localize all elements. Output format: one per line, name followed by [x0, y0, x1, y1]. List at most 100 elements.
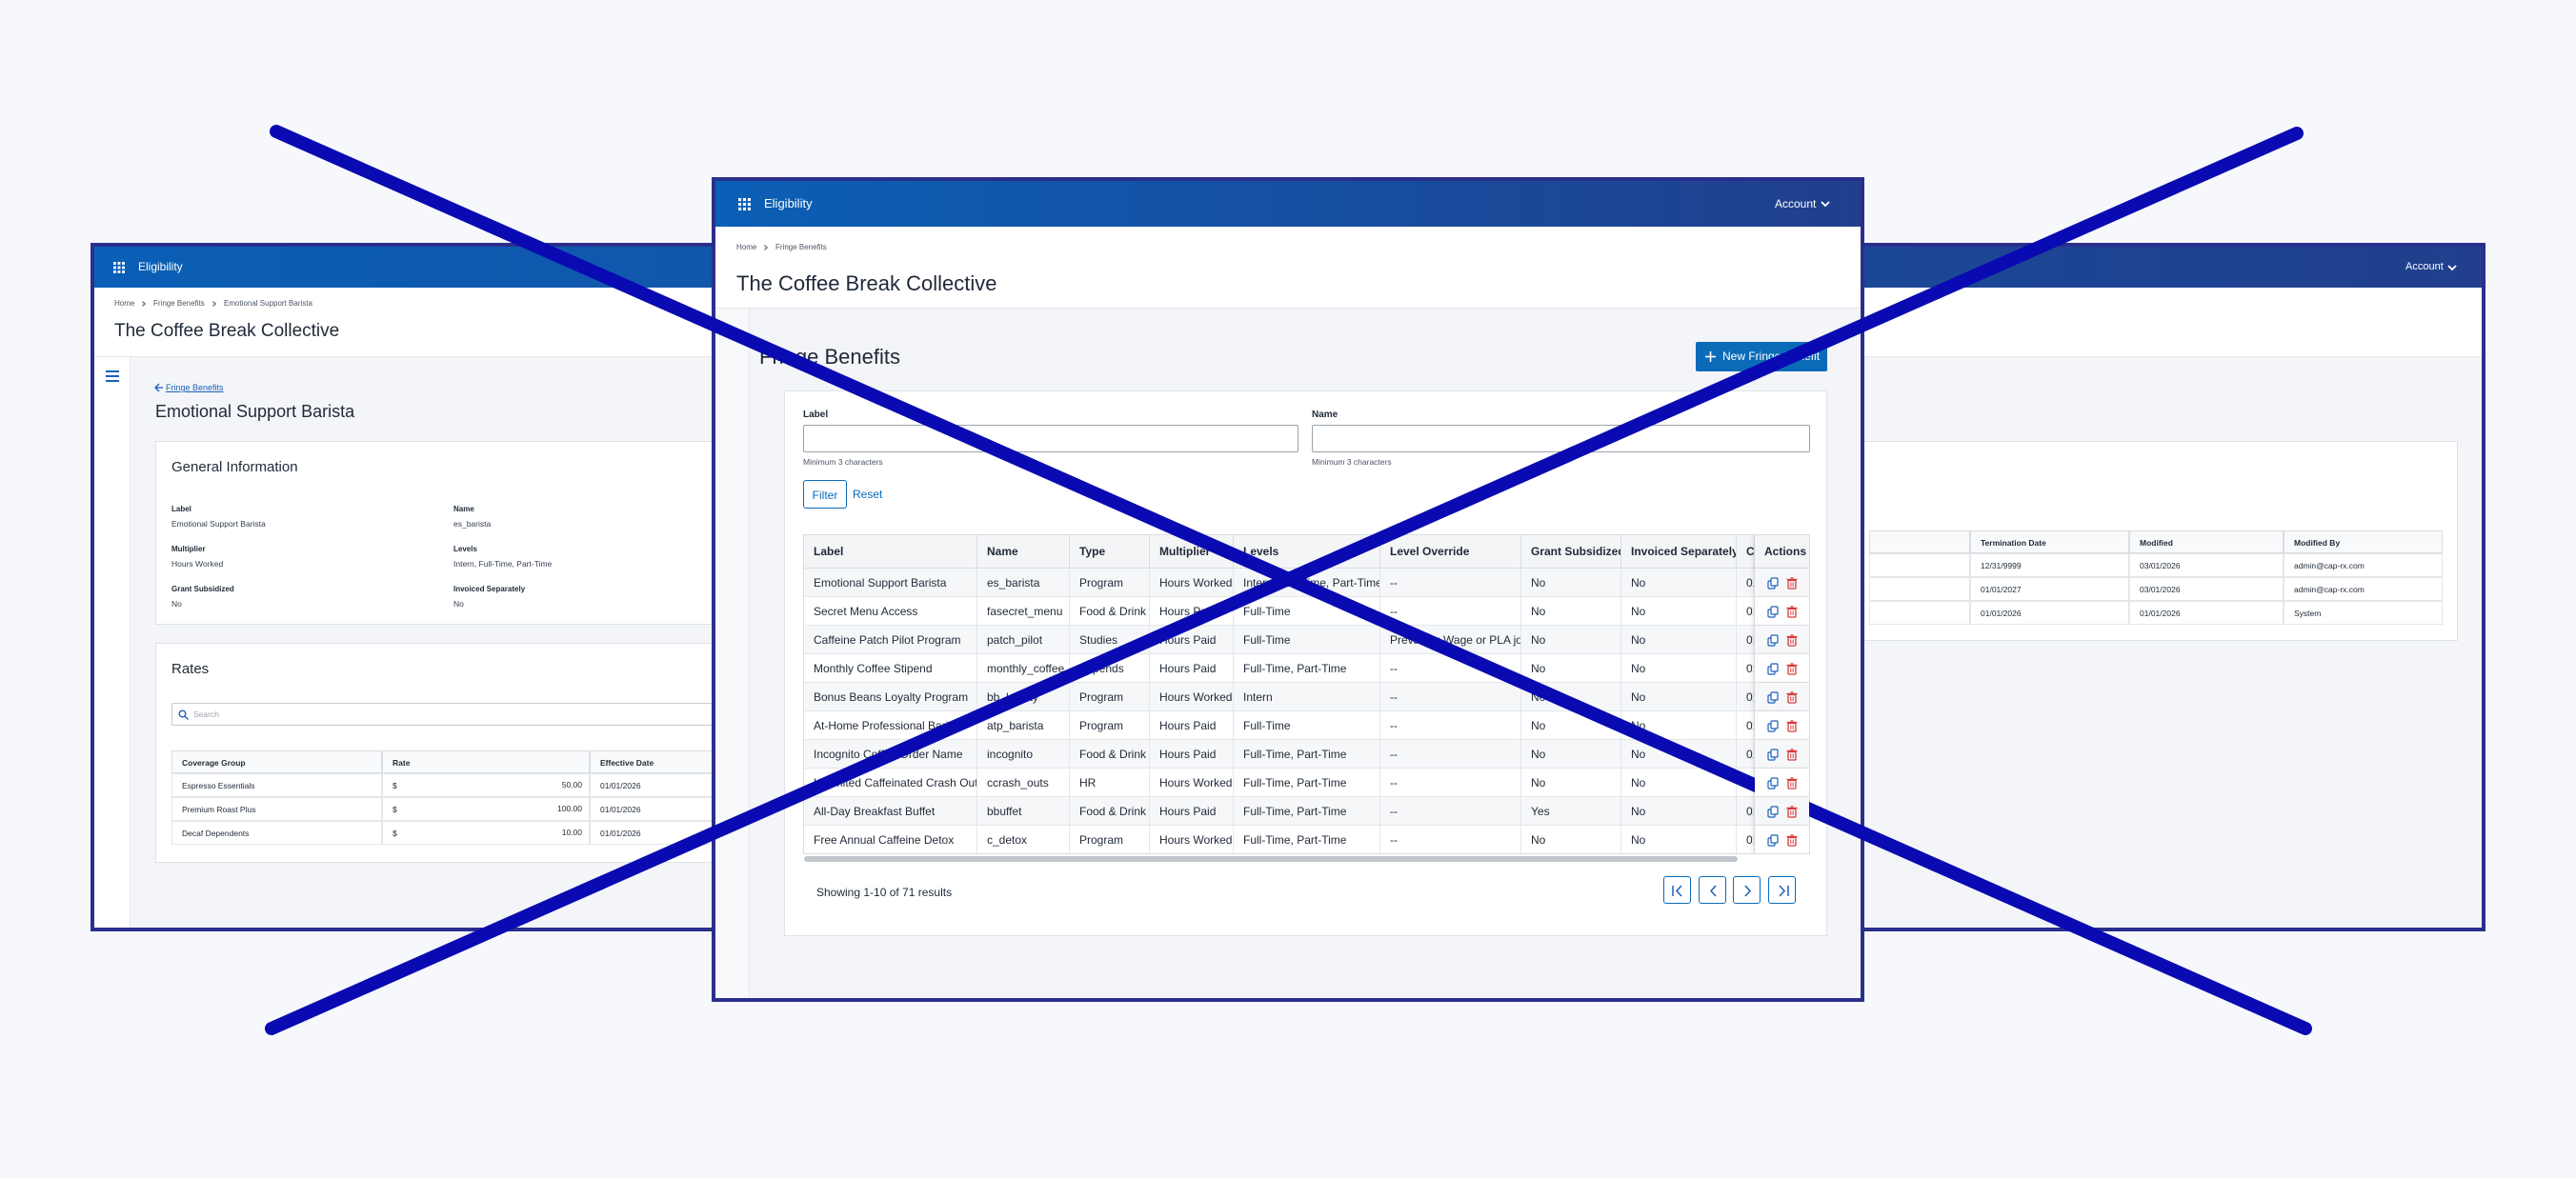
apps-icon[interactable] [113, 261, 125, 273]
breadcrumb[interactable]: Fringe Benefits [153, 299, 205, 308]
column-header: Type [1070, 535, 1150, 569]
copy-button[interactable] [1767, 606, 1779, 618]
search-placeholder: Search [193, 709, 219, 719]
table-cell: Monthly Coffee Stipend [804, 654, 977, 683]
table-cell: -- [1380, 711, 1521, 740]
table-cell: 03/01/2026 [2129, 577, 2284, 601]
menu-toggle[interactable] [106, 370, 119, 382]
breadcrumb[interactable]: Home [736, 243, 757, 251]
breadcrumb-separator-glyph [141, 301, 147, 307]
first-page[interactable] [1663, 876, 1691, 904]
copy-button[interactable] [1767, 777, 1779, 789]
delete-button[interactable] [1786, 720, 1798, 732]
delete-button[interactable] [1786, 777, 1798, 789]
field-label: Grant Subsidized [171, 585, 234, 593]
table-cell: Hours Paid [1150, 740, 1234, 769]
copy-button-glyph [1767, 834, 1779, 847]
copy-button[interactable] [1767, 720, 1779, 732]
breadcrumb: Fringe Benefits [775, 243, 827, 251]
table-cell: -- [1380, 769, 1521, 797]
delete-button[interactable] [1786, 663, 1798, 675]
table-cell: Food & Drink [1070, 740, 1150, 769]
account-menu[interactable]: Account [2405, 261, 2444, 272]
previous-page[interactable] [1698, 876, 1726, 904]
table-cell: Hours Paid [1150, 654, 1234, 683]
table-cell: Program [1070, 683, 1150, 711]
copy-button[interactable] [1767, 634, 1779, 647]
copy-button-glyph [1767, 691, 1779, 704]
account-chevron-glyph [2447, 264, 2457, 270]
copy-button[interactable] [1767, 834, 1779, 847]
plus-icon [1705, 351, 1716, 362]
table-row [804, 740, 1809, 769]
table-cell: Bonus Beans Loyalty Program [804, 683, 977, 711]
copy-button[interactable] [1767, 806, 1779, 818]
table-cell: c_detox [977, 826, 1070, 853]
delete-button[interactable] [1786, 749, 1798, 761]
delete-button[interactable] [1786, 834, 1798, 847]
app-name[interactable]: Eligibility [138, 260, 183, 273]
table-cell: Hours Paid [1150, 711, 1234, 740]
table-cell: No [1521, 569, 1621, 597]
table-cell: Hours Worked [1150, 569, 1234, 597]
table-cell: Program [1070, 569, 1150, 597]
delete-button-glyph [1786, 806, 1798, 818]
column-header: Grant Subsidized [1521, 535, 1621, 569]
page-title: Emotional Support Barista [155, 402, 355, 421]
back-arrow [153, 383, 163, 392]
delete-button[interactable] [1786, 691, 1798, 704]
table-cell: HR [1070, 769, 1150, 797]
back-arrow-glyph [154, 383, 163, 392]
copy-button-glyph [1767, 749, 1779, 761]
table-row [804, 826, 1809, 853]
delete-button[interactable] [1786, 806, 1798, 818]
table-cell: No [1621, 683, 1737, 711]
apps-icon[interactable] [738, 197, 751, 210]
copy-button[interactable] [1767, 691, 1779, 704]
reset-button[interactable]: Reset [853, 488, 883, 501]
delete-button[interactable] [1786, 606, 1798, 618]
field-label: Label [171, 505, 191, 513]
table-cell: Hours Paid [1150, 797, 1234, 826]
table-cell [1869, 577, 1970, 601]
app-name[interactable]: Eligibility [764, 196, 813, 210]
delete-button[interactable] [1786, 577, 1798, 590]
table-cell: 01 [1737, 683, 1755, 711]
table-cell: bbuffet [977, 797, 1070, 826]
table-cell: Program [1070, 826, 1150, 853]
org-title: The Coffee Break Collective [114, 321, 340, 341]
filter-hint: Minimum 3 characters [803, 457, 883, 467]
table-cell: $ [382, 821, 590, 845]
table-cell: admin@cap-rx.com [2284, 553, 2443, 577]
table-cell: Hours Worked [1150, 826, 1234, 853]
table-cell: Program [1070, 711, 1150, 740]
delete-button[interactable] [1786, 634, 1798, 647]
table-cell [1869, 553, 1970, 577]
copy-button[interactable] [1767, 577, 1779, 590]
table-cell: Full-Time [1234, 711, 1380, 740]
breadcrumb-separator-glyph [211, 301, 217, 307]
table-cell: Caffeine Patch Pilot Program [804, 626, 977, 654]
last-page[interactable] [1767, 876, 1796, 904]
table-cell: 01/01/2026 [1970, 601, 2129, 625]
copy-button[interactable] [1767, 749, 1779, 761]
delete-button-glyph [1786, 634, 1798, 647]
delete-button-glyph [1786, 834, 1798, 847]
copy-button[interactable] [1767, 663, 1779, 675]
actions-cell [1755, 654, 1809, 683]
table-cell: 01 [1737, 569, 1755, 597]
breadcrumb-separator [211, 300, 218, 308]
table-cell: 50.00 [561, 780, 582, 789]
breadcrumb[interactable]: Home [114, 299, 135, 308]
table-cell: No [1621, 826, 1737, 853]
filter-input[interactable] [803, 425, 1298, 452]
filter-button[interactable]: Filter [803, 480, 847, 509]
table-cell: Secret Menu Access [804, 597, 977, 626]
title-bar [715, 227, 1861, 309]
table-cell: -- [1380, 683, 1521, 711]
table-cell: No [1521, 826, 1621, 853]
table-cell: 100.00 [557, 804, 582, 813]
account-menu[interactable]: Account [1775, 197, 1817, 210]
next-page[interactable] [1733, 876, 1761, 904]
back-link[interactable]: Fringe Benefits [166, 383, 224, 392]
